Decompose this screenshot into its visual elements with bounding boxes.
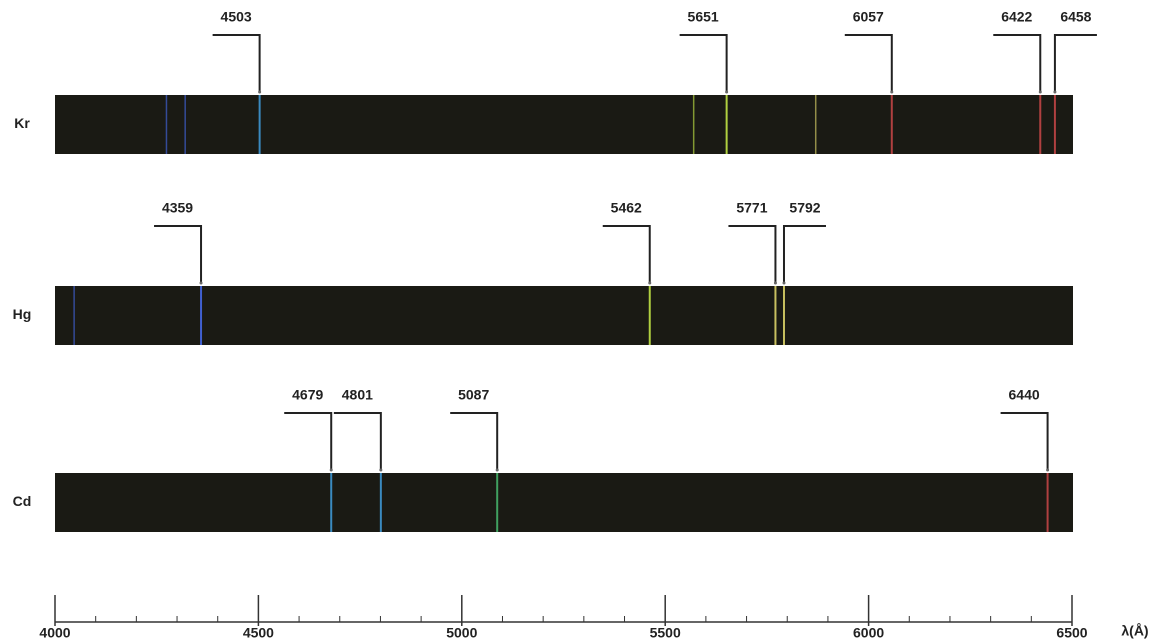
line-label: 5771	[736, 200, 767, 216]
spectrum-name: Cd	[13, 493, 32, 509]
callout-dot	[1053, 91, 1056, 94]
spectrum-strip	[55, 286, 1073, 345]
callout	[1055, 35, 1097, 92]
spectrum-name: Hg	[13, 306, 32, 322]
line-label: 5792	[789, 200, 820, 216]
spectrum-name: Kr	[14, 115, 30, 131]
x-tick-label: 4500	[243, 625, 274, 640]
callout	[603, 226, 650, 283]
x-tick-label: 5500	[650, 625, 681, 640]
line-label: 4679	[292, 387, 323, 403]
x-tick-label: 4000	[39, 625, 70, 640]
line-label: 6440	[1009, 387, 1040, 403]
callout	[784, 226, 826, 283]
callout-dot	[648, 282, 651, 285]
spectrum-strip	[55, 473, 1073, 532]
line-label: 6422	[1001, 9, 1032, 25]
callout-dot	[1046, 469, 1049, 472]
callout	[845, 35, 892, 92]
line-label: 4503	[221, 9, 252, 25]
callout-dot	[330, 469, 333, 472]
callout	[450, 413, 497, 470]
x-tick-label: 6000	[853, 625, 884, 640]
callout	[680, 35, 727, 92]
callout-dot	[782, 282, 785, 285]
callout	[993, 35, 1040, 92]
callout-dot	[258, 91, 261, 94]
line-label: 5651	[688, 9, 719, 25]
line-label: 6458	[1060, 9, 1091, 25]
callout	[728, 226, 775, 283]
line-label: 6057	[853, 9, 884, 25]
spectrum-strip	[55, 95, 1073, 154]
callout-dot	[496, 469, 499, 472]
callout	[1001, 413, 1048, 470]
callout	[154, 226, 201, 283]
chart: λ(Å) Kr 4503 5651 6057 6422 6458 Hg 4359 5462 577…	[0, 0, 1164, 640]
callout-dot	[774, 282, 777, 285]
x-tick-label: 5000	[446, 625, 477, 640]
line-label: 4801	[342, 387, 373, 403]
x-tick-label: 6500	[1056, 625, 1087, 640]
callout	[284, 413, 331, 470]
callout-dot	[890, 91, 893, 94]
line-label: 5462	[611, 200, 642, 216]
line-label: 5087	[458, 387, 489, 403]
callout-dot	[1039, 91, 1042, 94]
x-axis-label: λ(Å)	[1121, 623, 1148, 639]
line-label: 4359	[162, 200, 193, 216]
callout	[334, 413, 381, 470]
callout-dot	[725, 91, 728, 94]
callout-dot	[200, 282, 203, 285]
callout-dot	[379, 469, 382, 472]
callout	[213, 35, 260, 92]
